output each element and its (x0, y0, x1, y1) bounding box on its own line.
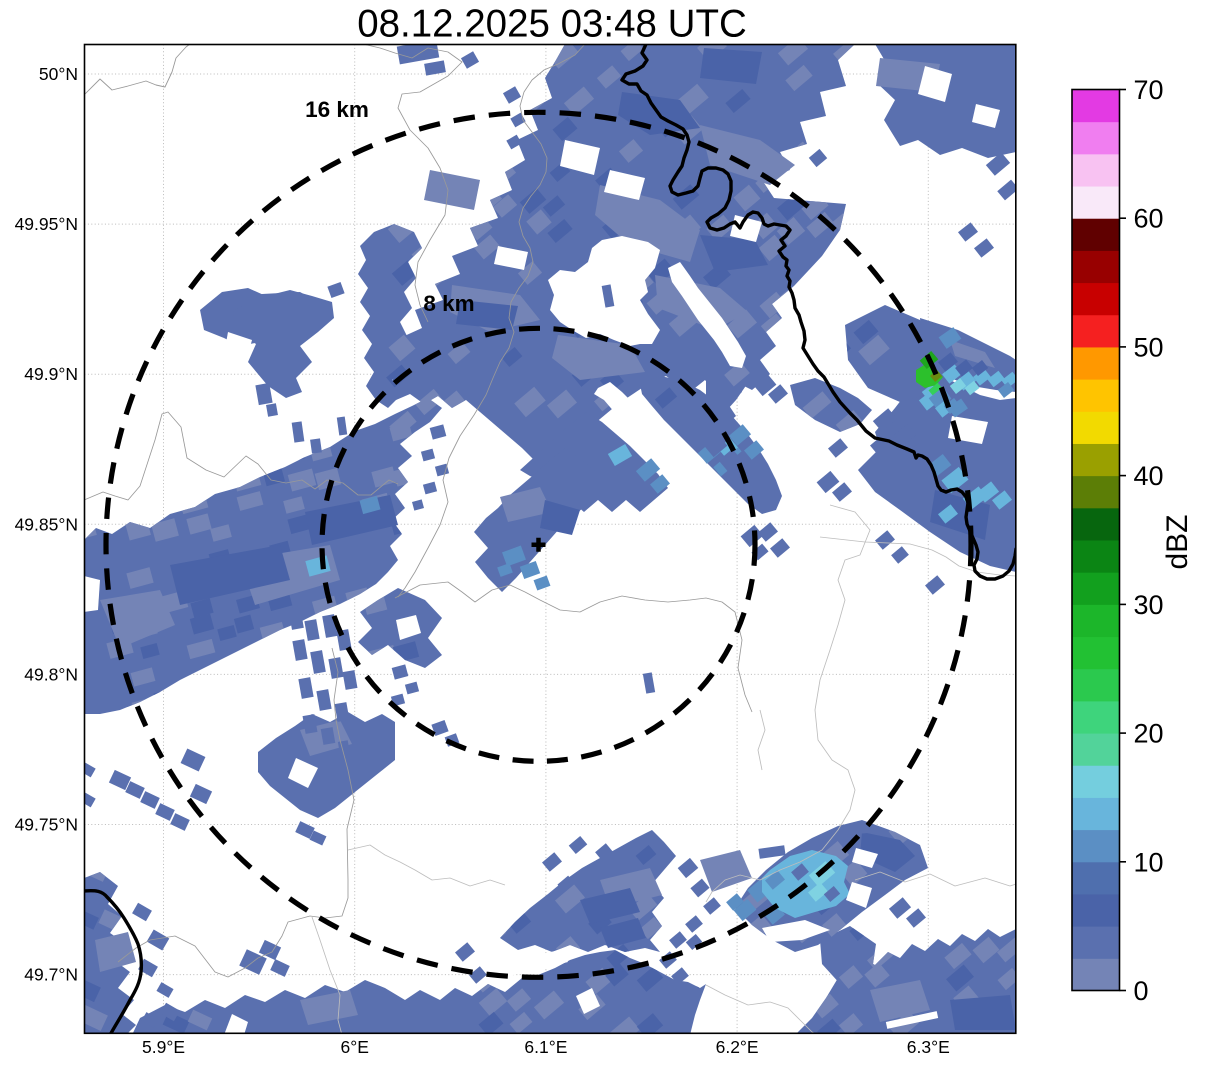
svg-text:60: 60 (1134, 204, 1164, 234)
svg-text:49.8°N: 49.8°N (24, 664, 78, 684)
svg-text:49.9°N: 49.9°N (24, 364, 78, 384)
svg-text:10: 10 (1134, 847, 1164, 877)
svg-text:49.7°N: 49.7°N (24, 965, 78, 985)
svg-text:49.95°N: 49.95°N (15, 214, 78, 234)
svg-text:6°E: 6°E (340, 1037, 368, 1057)
svg-text:70: 70 (1134, 75, 1164, 105)
svg-text:50: 50 (1134, 332, 1164, 362)
svg-text:49.85°N: 49.85°N (15, 514, 78, 534)
svg-text:49.75°N: 49.75°N (15, 815, 78, 835)
svg-text:6.2°E: 6.2°E (716, 1037, 759, 1057)
svg-text:8 km: 8 km (423, 291, 474, 316)
svg-text:16 km: 16 km (305, 97, 369, 122)
svg-text:5.9°E: 5.9°E (142, 1037, 185, 1057)
svg-text:dBZ: dBZ (1161, 514, 1194, 569)
svg-text:08.12.2025 03:48 UTC: 08.12.2025 03:48 UTC (357, 3, 747, 46)
svg-text:0: 0 (1134, 976, 1149, 1006)
svg-text:6.3°E: 6.3°E (907, 1037, 950, 1057)
svg-text:20: 20 (1134, 719, 1164, 749)
svg-text:40: 40 (1134, 461, 1164, 491)
svg-text:6.1°E: 6.1°E (524, 1037, 567, 1057)
svg-text:30: 30 (1134, 590, 1164, 620)
svg-text:50°N: 50°N (39, 64, 78, 84)
